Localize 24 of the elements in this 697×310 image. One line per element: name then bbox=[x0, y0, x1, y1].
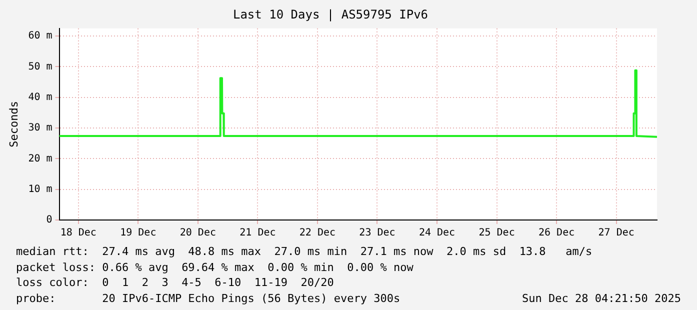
text: median rtt: 27.4 ms avg 48.8 ms max 27.0 ms min 27.1 ms now 2.0 ms sd 13.8 am/s bbox=[16, 244, 592, 260]
x-tick-label: 19 Dec bbox=[120, 228, 156, 239]
x-tick-label: 25 Dec bbox=[478, 228, 515, 239]
x-tick-label: 20 Dec bbox=[180, 228, 216, 239]
x-tick-label: 24 Dec bbox=[418, 228, 456, 239]
y-tick-label: 40 m bbox=[28, 92, 52, 103]
y-tick-label: 50 m bbox=[28, 61, 52, 72]
y-tick-label: 60 m bbox=[28, 30, 52, 42]
x-tick-label: 23 Dec bbox=[359, 228, 396, 239]
y-tick-label: 30 m bbox=[28, 122, 52, 134]
text: packet loss: 0.66 % avg 69.64 % max 0.00 % min 0.00 % now bbox=[16, 260, 414, 275]
text: loss color: 0 1 2 3 4-5 6-10 11-19 20/20 bbox=[16, 275, 334, 290]
chart-title: Last 10 Days | AS59795 IPv6 bbox=[232, 7, 428, 22]
x-tick-label: 26 Dec bbox=[538, 228, 575, 239]
x-tick-label: 18 Dec bbox=[60, 228, 96, 239]
y-tick-label: 10 m bbox=[28, 184, 52, 195]
text: Sun Dec 28 04:21:50 2025 bbox=[522, 290, 681, 306]
y-tick-label: 20 m bbox=[28, 153, 52, 164]
x-tick-label: 21 Dec bbox=[240, 228, 276, 239]
y-tick-label: 0 bbox=[46, 214, 52, 226]
text: probe: 20 IPv6-ICMP Echo Pings (56 Bytes) every 300s bbox=[16, 290, 400, 306]
x-tick-label: 27 Dec bbox=[598, 228, 634, 239]
x-tick-label: 22 Dec bbox=[299, 228, 336, 239]
y-axis-title: Seconds bbox=[7, 101, 20, 148]
